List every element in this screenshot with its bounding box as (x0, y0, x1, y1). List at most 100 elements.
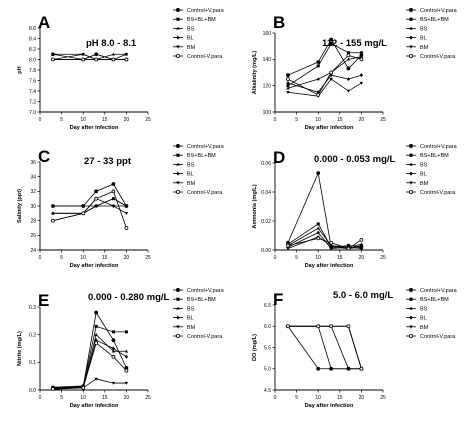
x-tick-label: 25 (145, 395, 151, 401)
series-5 (51, 57, 129, 62)
series-line (287, 223, 362, 249)
y-tick-label: 4.5 (264, 388, 271, 394)
y-tick-label: 0.06 (261, 161, 271, 167)
data-point (359, 242, 364, 246)
x-tick-label: 20 (124, 117, 130, 123)
data-point (111, 57, 116, 62)
data-point (346, 89, 351, 93)
data-point (329, 42, 333, 46)
x-tick-label: 5 (295, 255, 298, 261)
data-point (359, 51, 363, 55)
legend-marker (176, 171, 180, 176)
y-tick-label: 7.0 (29, 110, 36, 116)
data-point (94, 338, 98, 343)
panel-range-f: 5.0 - 6.0 mg/L (333, 290, 393, 301)
data-point (124, 354, 129, 359)
data-point (81, 57, 86, 62)
y-tick-label: 0.02 (261, 219, 271, 225)
x-tick-label: 0 (274, 117, 277, 123)
x-tick-label: 5 (60, 255, 63, 261)
x-tick-label: 10 (315, 395, 321, 401)
legend-marker (409, 35, 413, 40)
panel-range-b: 112 - 155 mg/L (322, 38, 387, 49)
data-point (329, 37, 334, 42)
x-tick-label: 25 (145, 117, 151, 123)
data-point (286, 91, 290, 95)
legend-marker (409, 45, 413, 49)
panel-range-d: 0.000 - 0.053 mg/L (314, 154, 396, 165)
legend-marker (175, 143, 180, 148)
x-tick-label: 5 (60, 395, 63, 401)
legend-label: Control-V.para (187, 190, 223, 196)
legend-label: Control-V.para (420, 334, 456, 340)
legend-label: Control+V.para (420, 8, 458, 14)
y-tick-label: 160 (263, 31, 272, 37)
legend-marker (175, 333, 180, 338)
legend-label: Control+V.para (187, 144, 225, 150)
data-point (124, 381, 129, 385)
chart-panel-e: E 0.000 - 0.280 mg/L 0 5 10 15 20 25 0.0 0.1 0.2 0.… (17, 287, 225, 409)
y-tick-label: 0.04 (261, 190, 271, 196)
legend-label: BS (187, 26, 195, 32)
legend-marker (176, 45, 180, 49)
legend: Control+V.para BS+BL+BM BS BL BM Control-V.pa… (173, 143, 225, 196)
series-2 (51, 332, 129, 390)
y-tick-label: 28 (30, 218, 36, 224)
panel-range-a: pH 8.0 - 8.1 (86, 38, 137, 49)
x-axis-label: Day after infection (305, 263, 354, 269)
data-point (94, 324, 98, 328)
data-point (111, 196, 116, 200)
data-point (316, 226, 320, 230)
x-tick-label: 15 (337, 255, 343, 261)
series-1 (286, 42, 363, 88)
x-axis-label: Day after infection (305, 403, 354, 409)
chart-panel-b: B 112 - 155 mg/L 0 5 10 15 20 25 100 120 140 160 Day… (252, 7, 458, 131)
legend-label: BS+BL+BM (420, 17, 449, 23)
data-point (124, 57, 129, 62)
x-tick-label: 25 (380, 395, 386, 401)
chart-panel-f: F 5.0 - 6.0 mg/L 0 5 10 15 20 25 4.5 5.0 5.5 6.0 6.5… (252, 287, 458, 409)
data-point (111, 346, 116, 351)
legend-marker (176, 306, 180, 310)
data-point (94, 341, 99, 345)
data-point (111, 338, 116, 343)
legend-label: BS+BL+BM (187, 17, 216, 23)
x-axis-label: Day after infection (70, 125, 119, 131)
x-tick-label: 10 (315, 117, 321, 123)
panel-letter-b: B (273, 13, 285, 32)
data-point (346, 51, 350, 55)
x-tick-label: 5 (295, 117, 298, 123)
data-point (316, 324, 321, 329)
series-line (52, 333, 127, 390)
x-tick-label: 25 (145, 255, 151, 261)
data-point (111, 354, 116, 359)
panel-letter-e: E (38, 291, 49, 310)
legend-marker (175, 287, 180, 292)
y-tick-label: 0.3 (29, 305, 36, 311)
legend-label: BS (420, 26, 428, 32)
x-axis-label: Day after infection (70, 403, 119, 409)
legend-marker (408, 54, 413, 59)
data-point (286, 84, 290, 88)
y-tick-label: 6.5 (264, 303, 271, 309)
legend-label: BL (187, 36, 194, 42)
x-tick-label: 20 (124, 255, 130, 261)
x-tick-label: 0 (39, 255, 42, 261)
data-point (359, 54, 364, 58)
legend-marker (409, 17, 413, 21)
legend-label: Control+V.para (420, 144, 458, 150)
y-tick-label: 8.6 (29, 26, 36, 32)
data-point (316, 64, 320, 68)
legend-marker (408, 333, 413, 338)
legend-label: BM (187, 181, 196, 187)
y-tick-label: 8.2 (29, 47, 36, 53)
series-0 (286, 37, 364, 78)
legend-marker (409, 315, 413, 320)
series-1 (51, 324, 128, 389)
data-point (111, 189, 116, 194)
x-tick-label: 15 (337, 117, 343, 123)
data-point (329, 324, 334, 329)
x-tick-label: 5 (295, 395, 298, 401)
x-axis-label: Day after infection (305, 125, 354, 131)
data-point (94, 57, 99, 62)
